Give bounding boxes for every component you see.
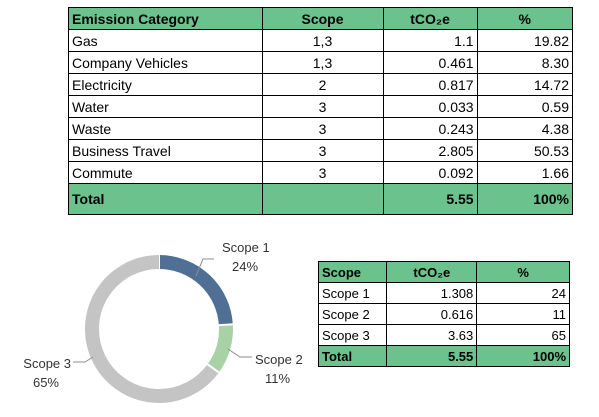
total-percent: 100% <box>476 345 570 367</box>
table-row: Electricity 2 0.817 14.72 <box>68 73 574 96</box>
header-percent: % <box>476 261 570 283</box>
cell-scope: Scope 2 <box>317 303 388 325</box>
donut-labels: Scope 1 24% Scope 2 11% Scope 3 65% <box>23 240 302 390</box>
slice-label: Scope 3 <box>23 356 71 371</box>
cell-category: Waste <box>68 117 263 140</box>
slice-value-label: 24% <box>232 259 258 274</box>
cell-scope: Scope 1 <box>317 282 388 304</box>
cell-tco2e: 0.461 <box>382 51 478 74</box>
cell-category: Gas <box>68 29 263 52</box>
cell-category: Water <box>68 95 263 118</box>
total-tco2e: 5.55 <box>382 183 478 215</box>
cell-category: Business Travel <box>68 139 263 162</box>
cell-scope: Scope 3 <box>317 324 388 346</box>
donut-separator <box>206 362 221 374</box>
cell-scope: 2 <box>261 73 384 96</box>
cell-scope: 3 <box>261 117 384 140</box>
cell-tco2e: 0.092 <box>382 161 478 184</box>
cell-percent: 14.72 <box>476 73 574 96</box>
header-emission-category: Emission Category <box>68 7 263 30</box>
header-percent: % <box>476 7 574 30</box>
scope-total-row: Total 5.55 100% <box>317 345 570 367</box>
slice-label: Scope 2 <box>255 352 303 367</box>
scope-header-row: Scope tCO₂e % <box>317 261 570 283</box>
cell-category: Electricity <box>68 73 263 96</box>
emissions-total-row: Total 5.55 100% <box>68 183 574 215</box>
scope-donut-chart: Scope 1 24% Scope 2 11% Scope 3 65% <box>23 240 303 403</box>
cell-percent: 1.66 <box>476 161 574 184</box>
cell-percent: 8.30 <box>476 51 574 74</box>
total-label: Total <box>317 345 388 367</box>
donut-slices <box>85 254 234 403</box>
leader-line <box>195 258 214 277</box>
table-row: Company Vehicles 1,3 0.461 8.30 <box>68 51 574 74</box>
cell-percent: 24 <box>476 282 570 304</box>
cell-tco2e: 0.033 <box>382 95 478 118</box>
total-label: Total <box>68 183 263 215</box>
total-tco2e: 5.55 <box>386 345 478 367</box>
table-row: Scope 2 0.616 11 <box>317 303 570 325</box>
table-row: Scope 3 3.63 65 <box>317 324 570 346</box>
cell-category: Commute <box>68 161 263 184</box>
cell-tco2e: 1.308 <box>386 282 478 304</box>
cell-tco2e: 0.243 <box>382 117 478 140</box>
cell-percent: 50.53 <box>476 139 574 162</box>
emissions-header-row: Emission Category Scope tCO₂e % <box>68 7 574 30</box>
cell-percent: 11 <box>476 303 570 325</box>
cell-percent: 0.59 <box>476 95 574 118</box>
slice-value-label: 11% <box>265 371 290 386</box>
cell-percent: 65 <box>476 324 570 346</box>
table-row: Water 3 0.033 0.59 <box>68 95 574 118</box>
cell-tco2e: 1.1 <box>382 29 478 52</box>
header-scope: Scope <box>261 7 384 30</box>
donut-slice-scope-1 <box>158 255 233 326</box>
slice-label: Scope 1 <box>222 240 270 255</box>
cell-percent: 19.82 <box>476 29 574 52</box>
donut-slice-scope-2 <box>207 324 233 373</box>
table-row: Scope 1 1.308 24 <box>317 282 570 304</box>
table-row: Gas 1,3 1.1 19.82 <box>68 29 574 52</box>
table-row: Business Travel 3 2.805 50.53 <box>68 139 574 162</box>
header-tco2e: tCO₂e <box>382 7 478 30</box>
cell-tco2e: 0.817 <box>382 73 478 96</box>
cell-percent: 4.38 <box>476 117 574 140</box>
cell-tco2e: 2.805 <box>382 139 478 162</box>
scope-table: Scope tCO₂e % Scope 1 1.308 24 Scope 2 0… <box>317 261 570 367</box>
cell-scope: 1,3 <box>261 51 384 74</box>
slice-value-label: 65% <box>33 375 59 390</box>
donut-separator <box>217 323 234 327</box>
donut-slice-scope-3 <box>85 255 219 403</box>
leader-line <box>73 356 94 363</box>
leader-line <box>227 348 252 358</box>
table-row: Waste 3 0.243 4.38 <box>68 117 574 140</box>
total-percent: 100% <box>476 183 574 215</box>
cell-tco2e: 3.63 <box>386 324 478 346</box>
total-scope <box>261 183 384 215</box>
emissions-table: Emission Category Scope tCO₂e % Gas 1,3 … <box>68 7 574 215</box>
cell-scope: 3 <box>261 161 384 184</box>
cell-scope: 3 <box>261 95 384 118</box>
cell-tco2e: 0.616 <box>386 303 478 325</box>
cell-category: Company Vehicles <box>68 51 263 74</box>
cell-scope: 1,3 <box>261 29 384 52</box>
header-scope: Scope <box>317 261 388 283</box>
table-row: Commute 3 0.092 1.66 <box>68 161 574 184</box>
header-tco2e: tCO₂e <box>386 261 478 283</box>
cell-scope: 3 <box>261 139 384 162</box>
